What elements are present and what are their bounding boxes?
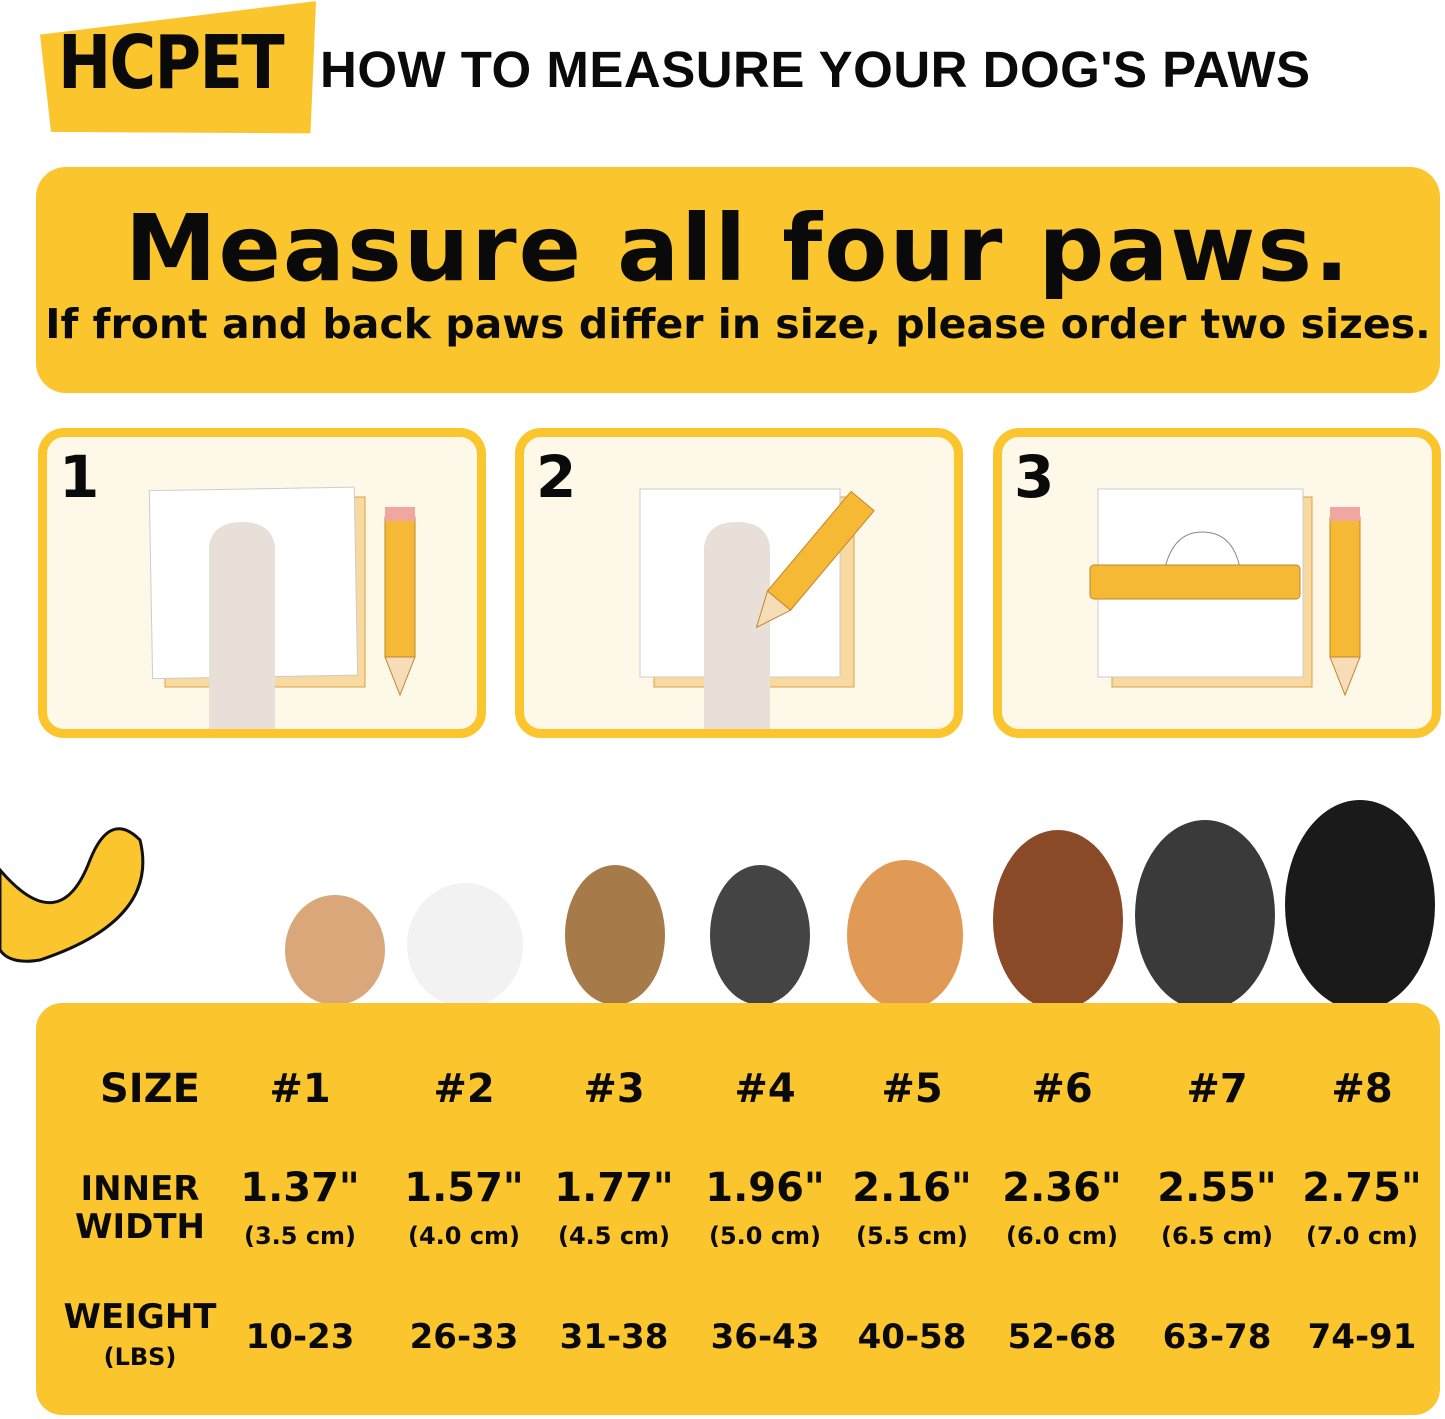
dog-shiba-inu — [847, 860, 963, 1005]
dogs-row — [0, 800, 1435, 1005]
dog-australian-shepherd — [993, 830, 1123, 1005]
brand-logo: HCPET — [58, 20, 285, 106]
size-3-weight: 31-38 — [559, 1317, 669, 1357]
size-1-size: #1 — [269, 1066, 331, 1112]
size-5-weight: 40-58 — [857, 1317, 967, 1357]
size-3-cm: (4.5 cm) — [557, 1222, 671, 1250]
size-8-size: #8 — [1331, 1066, 1393, 1112]
size-4-size: #4 — [734, 1066, 796, 1112]
ruler-measure-illustration — [1089, 488, 1361, 697]
size-8-inch: 2.75" — [1302, 1165, 1422, 1211]
step-panel-3: 3 — [993, 428, 1441, 738]
inner-width-label-line1: INNER — [80, 1169, 200, 1209]
size-6-inch: 2.36" — [1002, 1165, 1122, 1211]
decorative-swoosh — [0, 827, 145, 963]
size-2-cm: (4.0 cm) — [407, 1222, 521, 1250]
step-number: 2 — [536, 443, 577, 511]
size-1-inch: 1.37" — [240, 1165, 360, 1211]
size-7-weight: 63-78 — [1162, 1317, 1272, 1357]
size-7-inch: 2.55" — [1157, 1165, 1277, 1211]
size-6-size: #6 — [1031, 1066, 1093, 1112]
size-label: SIZE — [99, 1066, 201, 1112]
weight-label: WEIGHT — [63, 1297, 217, 1337]
dog-chihuahua — [285, 895, 385, 1005]
size-3-inch: 1.77" — [554, 1165, 674, 1211]
page-title: HOW TO MEASURE YOUR DOG'S PAWS — [320, 41, 1311, 98]
inner-width-label: INNER WIDTH — [75, 1170, 205, 1246]
size-2-weight: 26-33 — [409, 1317, 519, 1357]
dog-yorkshire-terrier — [565, 865, 665, 1005]
size-5-cm: (5.5 cm) — [855, 1222, 969, 1250]
dog-rottweiler — [1285, 800, 1435, 1005]
size-8-cm: (7.0 cm) — [1305, 1222, 1419, 1250]
banner-subtext: If front and back paws differ in size, p… — [45, 300, 1431, 348]
dog-schnauzer — [710, 865, 810, 1005]
size-6-cm: (6.0 cm) — [1005, 1222, 1119, 1250]
banner-headline: Measure all four paws. — [124, 195, 1352, 302]
dog-silhouettes — [285, 800, 1435, 1005]
size-7-size: #7 — [1186, 1066, 1248, 1112]
size-chart — [36, 1003, 1440, 1415]
size-8-weight: 74-91 — [1307, 1317, 1417, 1357]
size-7-cm: (6.5 cm) — [1160, 1222, 1274, 1250]
instruction-banner — [36, 167, 1440, 393]
paw-on-paper-illustration — [148, 486, 416, 729]
size-1-cm: (3.5 cm) — [243, 1222, 357, 1250]
inner-width-label-line2: WIDTH — [74, 1207, 206, 1247]
weight-unit: (LBS) — [103, 1343, 177, 1371]
dog-bichon — [407, 883, 523, 1005]
size-2-size: #2 — [433, 1066, 495, 1112]
size-5-inch: 2.16" — [852, 1165, 972, 1211]
size-5-size: #5 — [881, 1066, 943, 1112]
size-4-weight: 36-43 — [710, 1317, 820, 1357]
step-number: 1 — [59, 443, 100, 511]
dog-husky — [1135, 820, 1275, 1005]
step-number: 3 — [1014, 443, 1055, 511]
size-4-inch: 1.96" — [705, 1165, 825, 1211]
size-6-weight: 52-68 — [1007, 1317, 1117, 1357]
size-3-size: #3 — [583, 1066, 645, 1112]
size-2-inch: 1.57" — [404, 1165, 524, 1211]
size-4-cm: (5.0 cm) — [708, 1222, 822, 1250]
step-panel-2: 2 — [515, 428, 963, 738]
step-panel-1: 1 — [38, 428, 486, 738]
trace-paw-illustration — [639, 488, 875, 729]
size-1-weight: 10-23 — [245, 1317, 355, 1357]
